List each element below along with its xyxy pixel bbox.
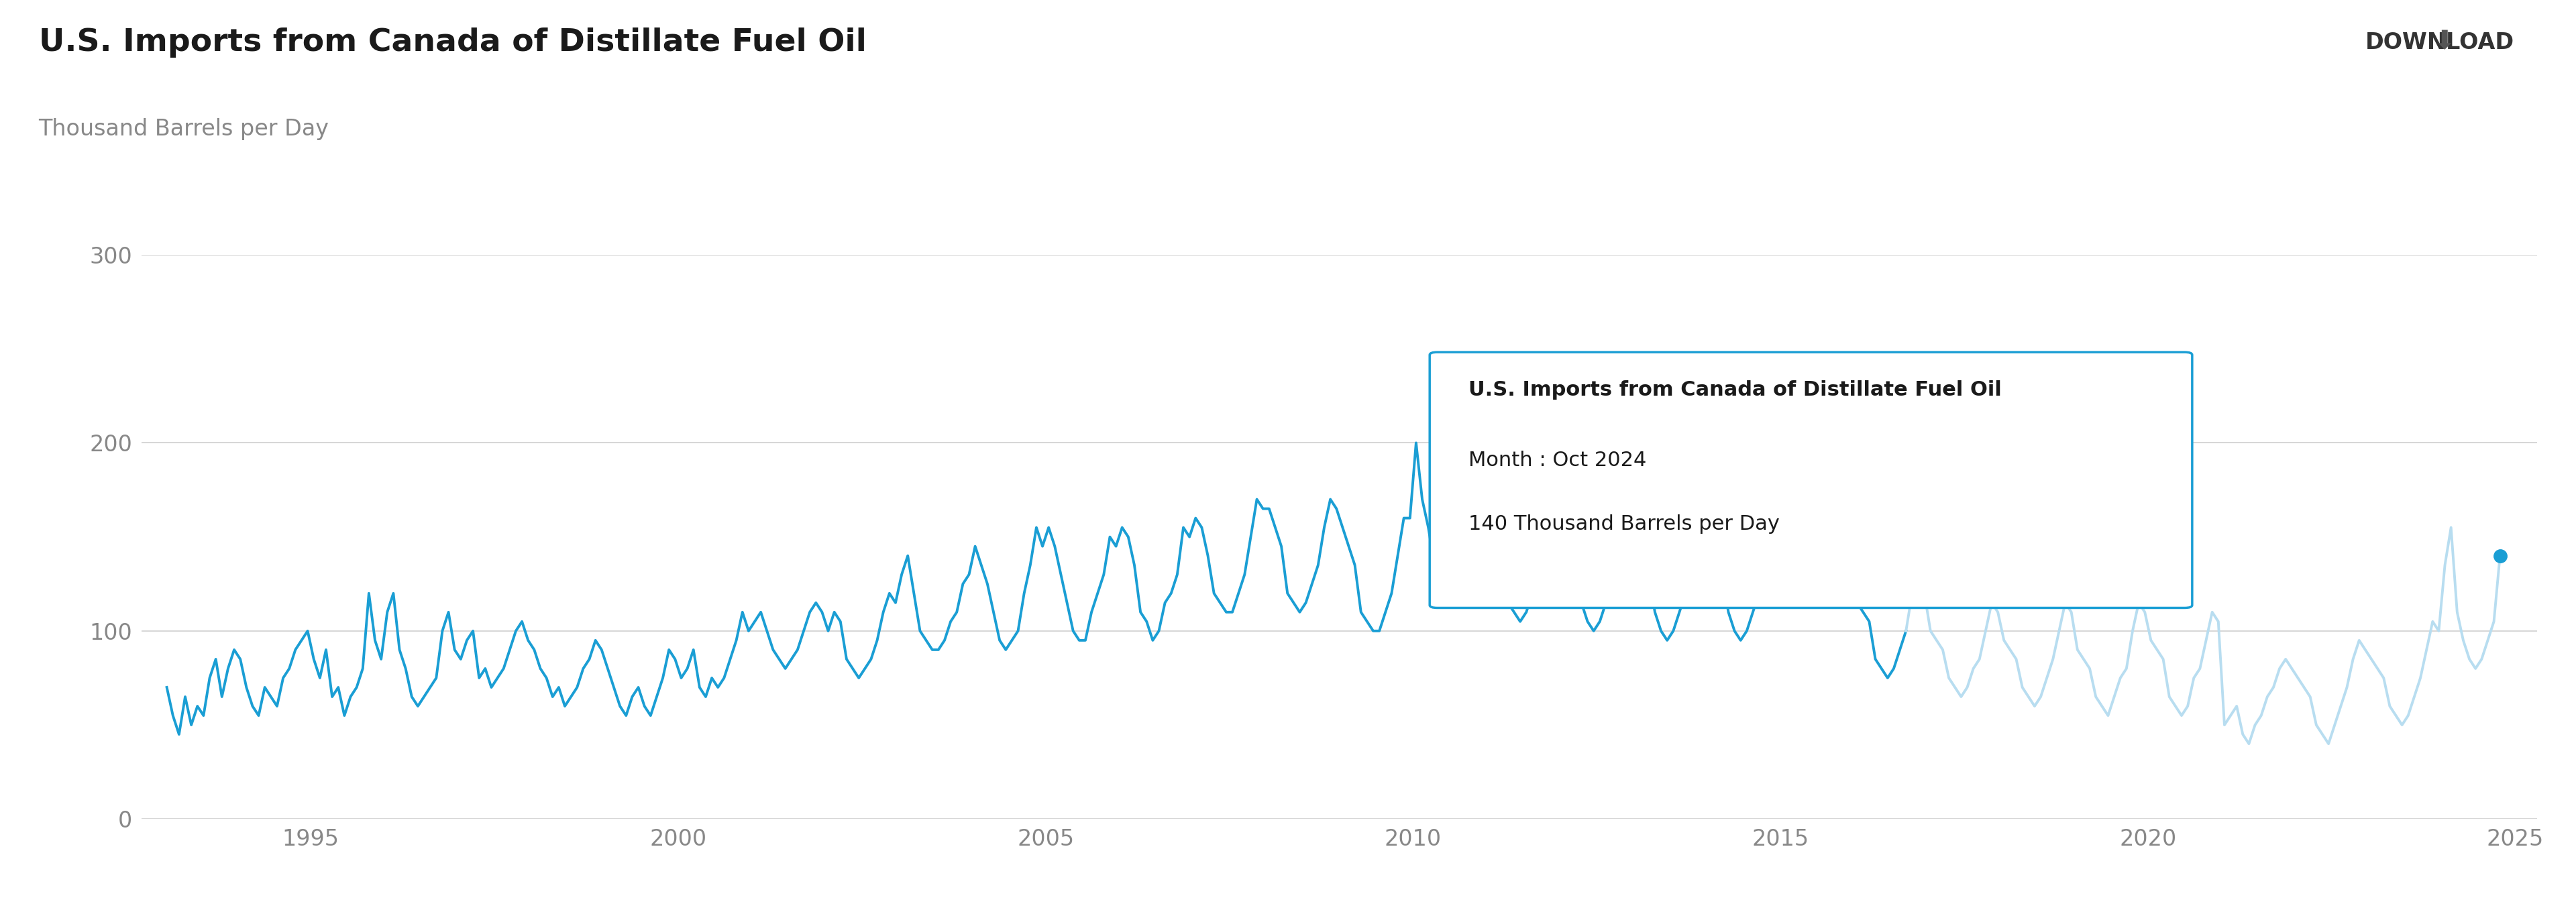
Text: ⬇: ⬇ xyxy=(2434,29,2455,55)
Text: 140 Thousand Barrels per Day: 140 Thousand Barrels per Day xyxy=(1468,514,1780,533)
Text: U.S. Imports from Canada of Distillate Fuel Oil: U.S. Imports from Canada of Distillate F… xyxy=(39,27,866,57)
Text: Thousand Barrels per Day: Thousand Barrels per Day xyxy=(39,118,330,140)
Text: U.S. Imports from Canada of Distillate Fuel Oil: U.S. Imports from Canada of Distillate F… xyxy=(1468,380,2002,399)
Text: DOWNLOAD: DOWNLOAD xyxy=(2365,32,2514,54)
Text: Month : Oct 2024: Month : Oct 2024 xyxy=(1468,450,1646,470)
